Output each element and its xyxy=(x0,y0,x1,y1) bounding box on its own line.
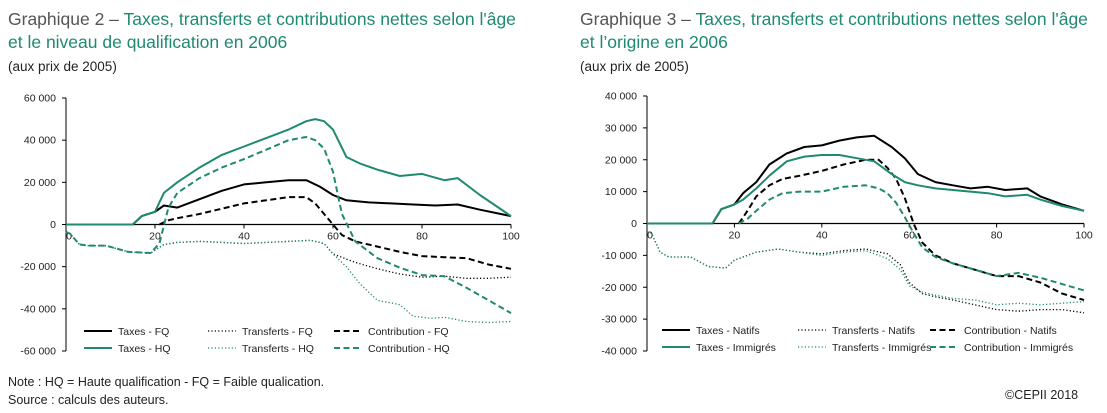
y-tick-label: -30 000 xyxy=(601,314,637,326)
legend-label: Contribution - Natifs xyxy=(964,325,1057,337)
series-contribution-natifs xyxy=(737,158,1085,301)
x-tick-label: 20 xyxy=(149,231,161,243)
chart-2-plot: 60 000 40 000 20 000 0 -20 000 -40 000 -60 000… xyxy=(20,93,520,358)
x-tick-label: 60 xyxy=(903,230,915,242)
series-taxes-hq xyxy=(66,118,512,226)
copyright: ©CEPII 2018 xyxy=(1005,388,1079,402)
series-taxes-natifs xyxy=(647,134,1085,225)
legend-label: Contribution - Immigrés xyxy=(964,342,1073,354)
legend-label: Transferts - HQ xyxy=(242,343,314,355)
legend-label: Transferts - FQ xyxy=(242,326,313,338)
series-transferts-fq xyxy=(65,231,512,279)
y-tick-label: -40 000 xyxy=(20,303,56,315)
series-contribution-hq xyxy=(65,136,512,314)
y-tick-label: 10 000 xyxy=(605,186,637,198)
y-tick-label: 20 000 xyxy=(605,154,637,166)
legend-label: Contribution - HQ xyxy=(368,343,450,355)
y-tick-label: 40 000 xyxy=(24,135,56,147)
footer-source: Source : calculs des auteurs. xyxy=(8,393,169,407)
chart-2-title-main: Taxes, transferts et contributions nette… xyxy=(123,9,516,29)
y-tick-label: -60 000 xyxy=(20,346,56,358)
x-tick-label: 60 xyxy=(327,231,339,243)
legend-label: Taxes - Immigrés xyxy=(696,342,776,354)
y-tick-label: 30 000 xyxy=(605,122,637,134)
y-tick-label: -20 000 xyxy=(601,282,637,294)
y-tick-label: -40 000 xyxy=(601,346,637,358)
series-transferts-natifs xyxy=(646,230,1085,314)
chart-2-title: Graphique 2 – Taxes, transferts et contr… xyxy=(8,8,516,54)
x-tick-label: 80 xyxy=(991,230,1003,242)
chart-3-title-line2: et l’origine en 2006 xyxy=(580,32,728,52)
x-tick-label: 80 xyxy=(416,231,428,243)
series-transferts-immigr-s xyxy=(646,230,1085,306)
y-tick-label: -10 000 xyxy=(601,250,637,262)
chart-2-subtitle: (aux prix de 2005) xyxy=(8,59,117,74)
y-tick-label: 0 xyxy=(50,219,56,231)
chart-2-title-line2: et le niveau de qualification en 2006 xyxy=(8,32,288,52)
x-tick-label: 0 xyxy=(647,230,653,242)
legend-label: Taxes - Natifs xyxy=(696,325,760,337)
x-tick-label: 40 xyxy=(816,230,828,242)
x-tick-label: 0 xyxy=(66,231,72,243)
chart-3-subtitle: (aux prix de 2005) xyxy=(580,59,689,74)
series-contribution-immigr-s xyxy=(738,184,1085,292)
legend-label: Transferts - Immigrés xyxy=(832,342,931,354)
series-taxes-immigr-s xyxy=(647,154,1085,225)
y-tick-label: -20 000 xyxy=(20,261,56,273)
series-contribution-fq xyxy=(158,196,512,270)
x-tick-label: 100 xyxy=(502,231,520,243)
chart-3-title-main: Taxes, transferts et contributions nette… xyxy=(695,9,1088,29)
footer-note: Note : HQ = Haute qualification - FQ = F… xyxy=(8,375,325,389)
legend-label: Contribution - FQ xyxy=(368,326,449,338)
x-tick-label: 40 xyxy=(238,231,250,243)
chart-3-title: Graphique 3 – Taxes, transferts et contr… xyxy=(580,8,1088,54)
y-tick-label: 60 000 xyxy=(24,93,56,105)
chart-2-title-prefix: Graphique 2 – xyxy=(8,9,124,29)
legend-label: Taxes - FQ xyxy=(118,326,169,338)
legend-label: Transferts - Natifs xyxy=(832,325,915,337)
y-tick-label: 20 000 xyxy=(24,177,56,189)
legend-label: Taxes - HQ xyxy=(118,343,171,355)
x-tick-label: 20 xyxy=(729,230,741,242)
series-transferts-hq xyxy=(65,231,512,324)
series-taxes-fq xyxy=(66,179,512,226)
chart-3-title-prefix: Graphique 3 – xyxy=(580,9,696,29)
chart-3-plot: 40 000 30 000 20 000 10 000 0 -10 000 -20 000 -… xyxy=(601,91,1093,358)
y-tick-label: 0 xyxy=(631,218,637,230)
x-tick-label: 100 xyxy=(1075,230,1093,242)
y-tick-label: 40 000 xyxy=(605,91,637,103)
